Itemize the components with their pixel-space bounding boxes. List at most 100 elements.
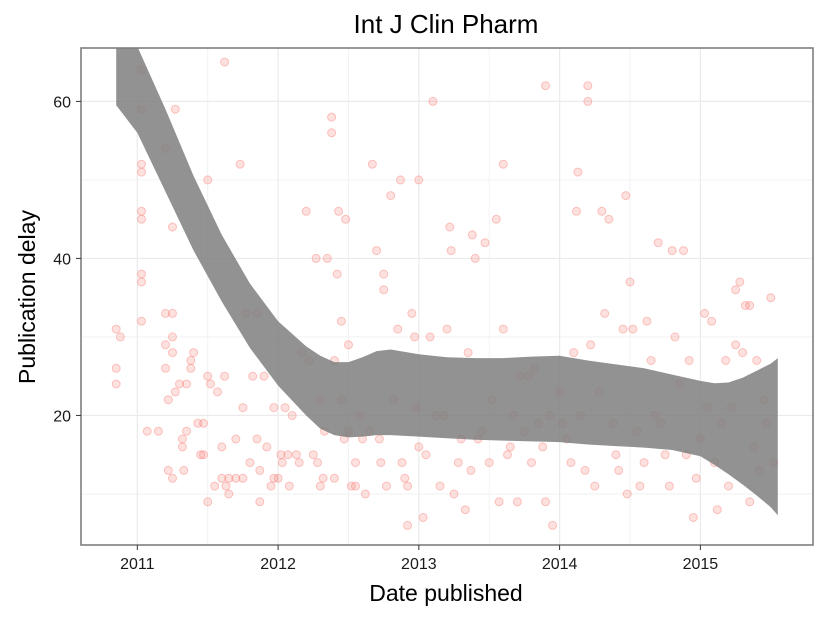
data-point — [168, 222, 177, 232]
data-point — [498, 159, 508, 169]
data-point — [351, 458, 360, 468]
data-point — [137, 167, 146, 177]
data-point — [163, 395, 173, 405]
data-point — [691, 473, 701, 483]
data-point — [287, 411, 297, 420]
data-point — [597, 206, 607, 216]
data-point — [396, 175, 405, 185]
x-tick-label: 2012 — [260, 556, 296, 573]
data-point — [572, 206, 581, 216]
data-point — [161, 363, 170, 373]
y-axis-title: Publication delay — [14, 210, 40, 384]
data-point — [137, 159, 146, 169]
data-point — [259, 371, 269, 381]
data-point — [376, 458, 386, 468]
data-point — [351, 481, 360, 491]
data-point — [573, 167, 583, 177]
data-point — [168, 473, 177, 483]
data-point — [294, 458, 304, 468]
data-point — [153, 426, 163, 436]
data-point — [604, 214, 614, 224]
data-point — [360, 489, 370, 499]
data-point — [210, 481, 220, 491]
data-point — [137, 269, 146, 279]
data-point — [262, 442, 272, 452]
data-point — [621, 191, 631, 201]
data-point — [220, 57, 230, 67]
data-point — [142, 426, 152, 436]
data-point — [168, 348, 177, 358]
data-point — [463, 348, 473, 358]
data-point — [327, 128, 337, 138]
data-point — [590, 481, 600, 491]
data-point — [414, 175, 424, 185]
data-point — [203, 371, 213, 381]
data-point — [467, 230, 477, 240]
scatter-points — [111, 57, 779, 530]
data-point — [291, 450, 301, 460]
data-point — [586, 340, 596, 350]
data-point — [382, 481, 391, 491]
data-point — [322, 253, 332, 263]
data-point — [137, 277, 146, 287]
data-point — [583, 81, 593, 91]
data-point — [625, 277, 635, 287]
data-point — [494, 497, 504, 507]
data-point — [614, 465, 624, 475]
data-point — [313, 458, 322, 468]
data-point — [403, 520, 413, 530]
data-point — [583, 96, 593, 106]
data-point — [193, 418, 203, 428]
data-point — [168, 308, 177, 318]
data-point — [735, 277, 745, 287]
data-point — [334, 206, 344, 216]
data-point — [220, 371, 230, 381]
data-point — [238, 473, 248, 483]
data-point — [252, 434, 262, 444]
data-point — [111, 379, 121, 389]
data-point — [639, 458, 649, 468]
data-point — [235, 159, 245, 169]
data-point — [273, 473, 283, 483]
data-point — [182, 426, 192, 436]
data-point — [700, 308, 710, 318]
data-point — [766, 293, 776, 303]
data-point — [740, 301, 750, 310]
data-point — [379, 285, 389, 295]
data-point — [731, 340, 741, 350]
data-point — [111, 363, 121, 373]
data-point — [203, 497, 213, 507]
data-point — [224, 489, 234, 499]
smooth-confidence-band — [116, 48, 778, 516]
data-point — [161, 308, 170, 318]
data-point — [403, 481, 413, 491]
data-point — [344, 340, 353, 350]
y-tick-label: 20 — [53, 408, 71, 425]
data-point — [224, 473, 234, 483]
data-point — [541, 497, 550, 507]
data-point — [752, 356, 762, 365]
data-point — [646, 356, 656, 365]
data-point — [199, 418, 208, 428]
data-point — [217, 473, 227, 483]
data-point — [175, 379, 184, 389]
data-point — [301, 206, 311, 216]
data-point — [168, 332, 177, 342]
data-point — [653, 238, 663, 248]
data-point — [731, 285, 741, 295]
data-point — [679, 246, 688, 256]
data-point — [724, 481, 733, 491]
data-point — [182, 379, 192, 389]
data-point — [622, 489, 632, 499]
data-point — [217, 442, 227, 452]
data-point — [435, 481, 445, 491]
data-point — [566, 458, 576, 468]
x-axis-ticks: 2011 2012 2013 2014 2015 — [120, 545, 718, 573]
data-point — [284, 481, 294, 491]
data-point — [446, 246, 456, 256]
data-point — [341, 214, 351, 224]
data-point — [231, 473, 241, 483]
data-point — [480, 238, 490, 248]
data-point — [569, 348, 579, 358]
